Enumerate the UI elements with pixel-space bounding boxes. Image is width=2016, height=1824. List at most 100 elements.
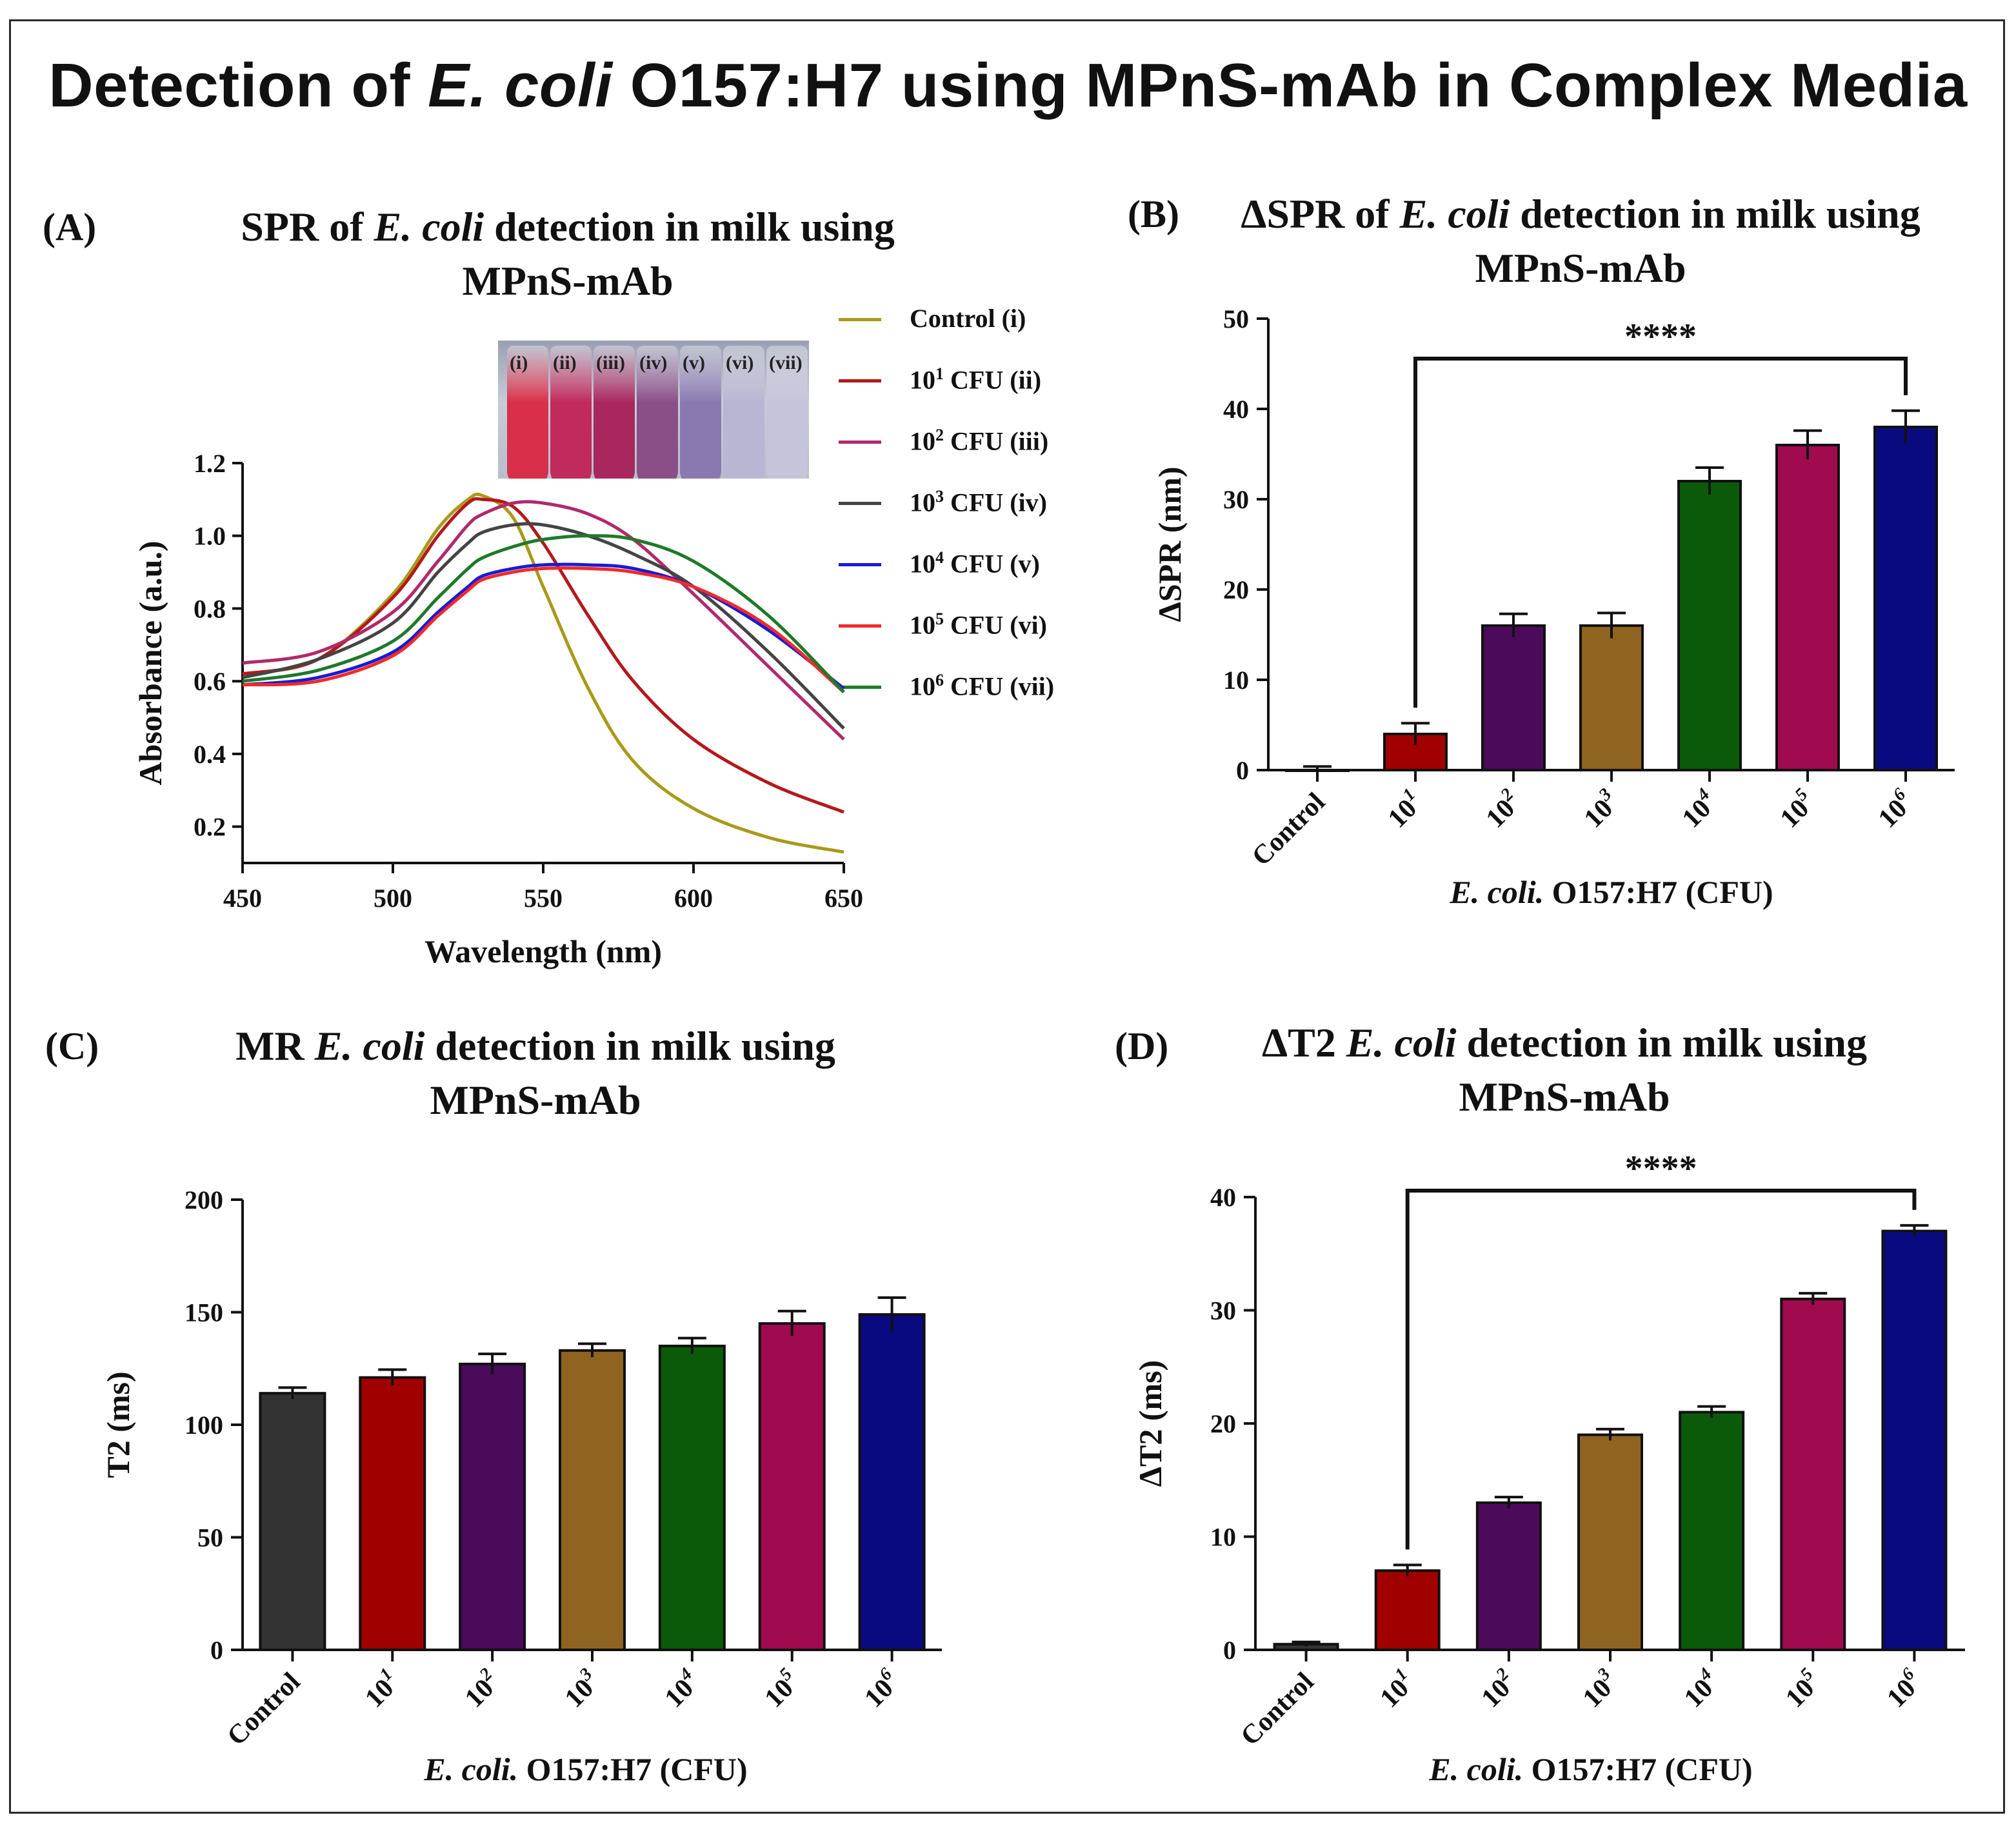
d-category-label: 101 — [1375, 1664, 1415, 1713]
d-ytick-label: 20 — [1210, 1409, 1236, 1438]
c-bar-3 — [459, 1362, 526, 1652]
vial-label: (v) — [683, 352, 705, 373]
svg-text:106: 106 — [1870, 784, 1919, 833]
svg-text:102: 102 — [457, 1664, 506, 1713]
svg-text:101: 101 — [357, 1664, 406, 1713]
b-bar-7 — [1873, 426, 1938, 771]
panel-a-letter: (A) — [43, 206, 97, 248]
svg-text:104: 104 — [1676, 1664, 1725, 1713]
vial-label: (iv) — [639, 352, 668, 373]
c-category-label: 105 — [756, 1664, 805, 1713]
legend-item: 101 CFU (ii) — [839, 364, 1110, 397]
legend-item: 105 CFU (vi) — [839, 610, 1110, 642]
figure-title: Detection of E. coli O157:H7 using MPnS-… — [48, 51, 1968, 120]
legend-label: 103 CFU (iv) — [910, 487, 1047, 517]
d-x-axis-title: E. coli. O157:H7 (CFU) — [1428, 1751, 1752, 1787]
a-ytick-label: 1.2 — [194, 449, 226, 478]
b-x-axis-title: E. coli. O157:H7 (CFU) — [1449, 874, 1773, 910]
d-bar-7 — [1881, 1229, 1948, 1651]
legend-label: 102 CFU (iii) — [910, 426, 1049, 456]
a-series-line-5 — [242, 562, 845, 690]
vial-4 — [637, 346, 678, 479]
svg-text:103: 103 — [557, 1664, 606, 1713]
b-ytick-label: 30 — [1223, 485, 1249, 514]
panel-a-title: SPR of E. coli detection in milk using M… — [241, 204, 895, 304]
c-category-label: 101 — [357, 1664, 406, 1713]
b-category-label: 105 — [1775, 784, 1815, 833]
b-bar-6 — [1775, 444, 1840, 771]
a-xtick-label: 650 — [824, 884, 863, 913]
b-bar-3 — [1481, 624, 1546, 771]
c-ytick-label: 200 — [185, 1185, 223, 1214]
d-bar-4 — [1577, 1433, 1643, 1652]
b-ytick-label: 40 — [1223, 395, 1249, 424]
legend-swatch — [839, 379, 881, 382]
svg-text:Control: Control — [1246, 788, 1331, 872]
c-category-label: Control — [222, 1667, 306, 1752]
svg-text:104: 104 — [1674, 784, 1723, 833]
d-bar-6 — [1780, 1297, 1846, 1651]
vial-label: (ii) — [553, 352, 577, 373]
c-bar-6 — [758, 1322, 826, 1651]
c-category-label: 103 — [557, 1664, 606, 1713]
a-ytick-label: 0.8 — [194, 594, 226, 623]
c-ytick-label: 0 — [210, 1636, 223, 1665]
c-y-axis-title: T2 (ms) — [100, 1371, 136, 1478]
d-significance-label: **** — [1625, 1149, 1697, 1189]
legend-item: 104 CFU (v) — [839, 548, 1110, 580]
svg-text:102: 102 — [1478, 784, 1527, 833]
legend-swatch — [839, 502, 881, 505]
svg-text:Control: Control — [222, 1667, 306, 1752]
b-ytick-label: 50 — [1223, 304, 1249, 333]
vial-label: (iii) — [596, 352, 625, 373]
a-ytick-label: 0.4 — [194, 740, 226, 769]
d-significance-bracket — [1405, 1189, 1917, 1550]
legend-item: 103 CFU (iv) — [839, 487, 1110, 519]
c-x-axis-title: E. coli. O157:H7 (CFU) — [423, 1751, 747, 1787]
svg-text:Control: Control — [1235, 1667, 1320, 1752]
a-xtick-label: 600 — [674, 884, 713, 913]
c-ytick-label: 100 — [185, 1411, 223, 1440]
a-series-line-1 — [242, 492, 844, 854]
c-ytick-label: 150 — [185, 1298, 223, 1327]
panel-c-title: MR E. coli detection in milk using MPnS-… — [235, 1023, 835, 1123]
d-bar-5 — [1679, 1411, 1745, 1651]
c-bar-5 — [658, 1344, 726, 1652]
b-category-label: 106 — [1870, 784, 1919, 833]
vial-5 — [680, 346, 721, 479]
c-bar-7 — [858, 1313, 926, 1651]
a-ytick-label: 0.2 — [194, 813, 226, 842]
legend-label: 104 CFU (v) — [910, 548, 1040, 579]
legend-label: 106 CFU (vii) — [910, 671, 1055, 701]
svg-text:105: 105 — [756, 1664, 805, 1713]
b-ytick-label: 0 — [1236, 756, 1249, 785]
panel-d-letter: (D) — [1115, 1025, 1169, 1067]
svg-text:101: 101 — [1380, 784, 1429, 833]
a-series-line-7 — [242, 534, 845, 693]
a-y-axis-title: Absorbance (a.u.) — [132, 540, 168, 785]
legend-label: Control (i) — [910, 304, 1026, 333]
legend-swatch — [839, 563, 881, 566]
b-category-label: 103 — [1579, 784, 1619, 833]
a-xtick-label: 450 — [223, 884, 262, 913]
svg-text:105: 105 — [1777, 1664, 1826, 1713]
vial-2 — [550, 346, 592, 479]
d-ytick-label: 30 — [1210, 1296, 1236, 1325]
d-ytick-label: 10 — [1210, 1523, 1236, 1552]
legend-swatch — [839, 686, 881, 689]
c-bar-4 — [559, 1349, 626, 1652]
a-series-line-3 — [242, 500, 845, 741]
a-x-axis-title: Wavelength (nm) — [424, 933, 662, 969]
vial-3 — [594, 346, 635, 479]
d-y-axis-title: ΔT2 (ms) — [1132, 1360, 1168, 1487]
panel-b-letter: (B) — [1128, 193, 1179, 235]
svg-text:106: 106 — [856, 1664, 905, 1713]
panel-b-title: ΔSPR of E. coli detection in milk using … — [1241, 191, 1921, 291]
b-bar-4 — [1579, 624, 1644, 771]
d-bar-3 — [1475, 1501, 1542, 1652]
a-ytick-label: 1.0 — [194, 522, 226, 551]
d-category-label: Control — [1235, 1667, 1320, 1752]
d-ytick-label: 0 — [1223, 1636, 1236, 1665]
vial-label: (i) — [510, 352, 528, 373]
